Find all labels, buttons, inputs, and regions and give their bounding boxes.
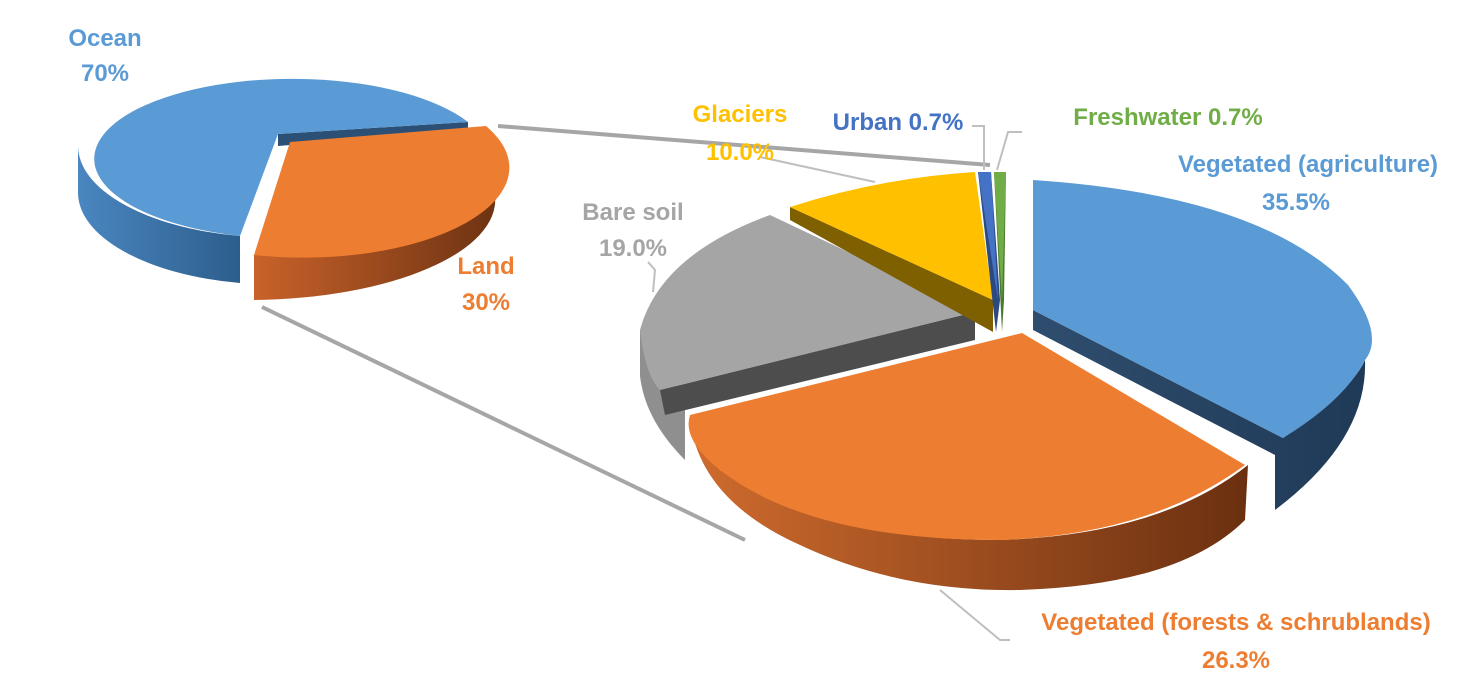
slice-ocean-side xyxy=(77,145,240,283)
leader-line-urban xyxy=(972,125,985,170)
connector-line-top xyxy=(497,124,991,167)
label-urban-value: 0.7% xyxy=(909,109,964,136)
slice-urban-side xyxy=(978,172,1000,332)
label-ocean-value: 70% xyxy=(81,60,129,87)
slice-ocean xyxy=(94,78,468,236)
left-pie xyxy=(77,78,510,300)
slice-freshwater xyxy=(994,172,1006,300)
slice-bare-soil-cut xyxy=(660,312,975,415)
slice-bare-soil xyxy=(640,215,975,390)
label-agriculture-value: 35.5% xyxy=(1262,189,1330,216)
label-freshwater-name: Freshwater xyxy=(1073,104,1201,131)
label-glaciers-name: Glaciers xyxy=(693,101,788,128)
label-forests-name: Vegetated (forests & schrublands) xyxy=(1041,609,1430,636)
label-ocean-name: Ocean xyxy=(68,25,141,52)
leader-line-freshwater xyxy=(996,131,1022,171)
label-urban: Urban 0.7% xyxy=(833,109,964,136)
slice-land-side xyxy=(254,150,496,300)
right-pie xyxy=(640,172,1373,591)
label-bare-soil-name: Bare soil xyxy=(582,199,683,226)
slice-forests-side xyxy=(689,420,1248,591)
label-urban-name: Urban xyxy=(833,109,902,136)
slice-agriculture-side xyxy=(1033,310,1366,510)
label-freshwater: Freshwater 0.7% xyxy=(1073,104,1262,131)
label-land-value: 30% xyxy=(462,289,510,316)
label-freshwater-value: 0.7% xyxy=(1208,104,1263,131)
leader-line-bare-soil xyxy=(647,261,657,293)
leader-line-glaciers xyxy=(759,156,876,183)
label-forests-value: 26.3% xyxy=(1202,647,1270,674)
connector-line-bottom xyxy=(261,305,746,542)
slice-urban xyxy=(978,172,998,300)
slice-agriculture xyxy=(1033,180,1373,438)
leader-line-forests xyxy=(939,589,1010,641)
label-agriculture-name: Vegetated (agriculture) xyxy=(1178,151,1438,178)
label-bare-soil-value: 19.0% xyxy=(599,235,667,262)
label-land-name: Land xyxy=(457,253,514,280)
label-glaciers-value: 10.0% xyxy=(706,139,774,166)
slice-glaciers xyxy=(790,172,993,300)
slice-glaciers-cut xyxy=(790,207,993,332)
slice-land xyxy=(254,126,510,258)
slice-forests xyxy=(688,333,1245,540)
